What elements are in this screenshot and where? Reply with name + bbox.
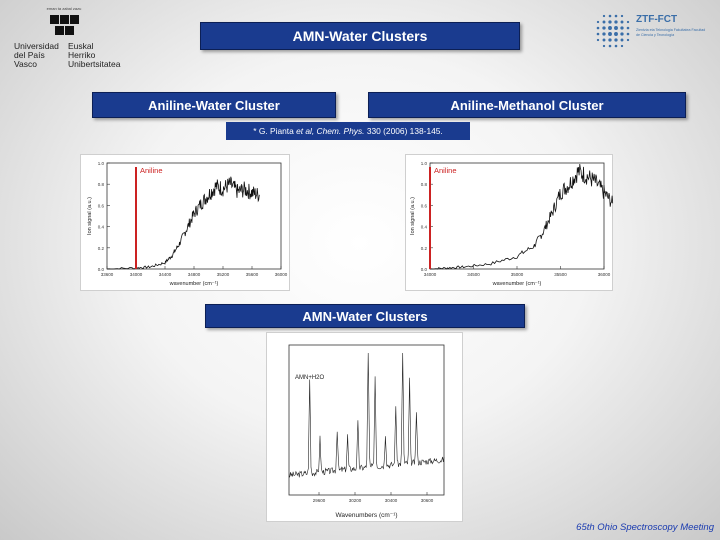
logo-text-eu: Euskal Herriko Unibertsitatea bbox=[68, 41, 121, 69]
aniline-methanol-plot: 0.0 0.2 0.4 0.6 0.8 1.0 34000 34500 35000 35500 36… bbox=[405, 154, 614, 291]
right-heading: Aniline-Methanol Cluster bbox=[368, 92, 686, 118]
x-tick-label: 33600 bbox=[101, 272, 114, 277]
logo-motto: eman ta zabal zazu bbox=[46, 6, 82, 11]
left-heading: Aniline-Water Cluster bbox=[92, 92, 336, 118]
aniline-annotation: Aniline bbox=[140, 166, 163, 175]
x-tick-label: 30400 bbox=[385, 498, 398, 503]
x-tick-label: 30200 bbox=[349, 498, 362, 503]
plot-frame bbox=[288, 344, 445, 496]
reference-suffix: 330 (2006) 138-145. bbox=[364, 126, 443, 136]
x-tick-label: 35600 bbox=[246, 272, 259, 277]
reference-journal: et al, Chem. Phys. bbox=[296, 126, 365, 136]
y-axis-label: Ion signal (a.u.) bbox=[410, 197, 416, 235]
reference-citation: * G. Pianta et al, Chem. Phys. 330 (2006… bbox=[226, 122, 470, 140]
ztf-subtitle: Zientzia eta Teknologia Fakultatea Facul… bbox=[636, 28, 706, 37]
y-tick-label: 0.6 bbox=[421, 203, 428, 208]
footer-text: 65th Ohio Spectroscopy Meeting bbox=[576, 522, 714, 533]
aniline-methanol-chart: 0.0 0.2 0.4 0.6 0.8 1.0 34000 34500 35000 35500 36… bbox=[410, 161, 614, 287]
x-tick-label: 35000 bbox=[511, 272, 524, 277]
y-tick-label: 1.0 bbox=[421, 161, 428, 166]
y-tick-label: 0.8 bbox=[421, 182, 428, 187]
spectrum-line bbox=[429, 163, 614, 270]
x-tick-label: 36000 bbox=[598, 272, 611, 277]
y-tick-label: 0.0 bbox=[98, 267, 105, 272]
amn-heading: AMN-Water Clusters bbox=[205, 304, 525, 328]
ztf-name: ZTF-FCT bbox=[636, 14, 678, 25]
x-axis-label: wavenumber (cm⁻¹) bbox=[169, 281, 219, 287]
x-axis-label: Wavenumbers (cm⁻¹) bbox=[335, 512, 397, 519]
amn-water-plot: AMN+H2O 29600 30200 30400 30600 Wavenumbers (… bbox=[266, 332, 463, 522]
amn-water-chart: AMN+H2O 29600 30200 30400 30600 Wavenumbers (… bbox=[288, 344, 445, 519]
x-axis-label: wavenumber (cm⁻¹) bbox=[492, 281, 542, 287]
y-tick-label: 0.2 bbox=[98, 246, 105, 251]
upv-ehu-logo-icon bbox=[50, 15, 79, 35]
plot-frame bbox=[429, 162, 605, 270]
upv-ehu-logo: eman ta zabal zazu Universidad del País … bbox=[14, 6, 120, 69]
y-tick-label: 0.6 bbox=[98, 203, 105, 208]
y-tick-label: 0.2 bbox=[421, 246, 428, 251]
y-tick-label: 1.0 bbox=[98, 161, 105, 166]
slide-title: AMN-Water Clusters bbox=[200, 22, 520, 50]
x-tick-label: 35200 bbox=[217, 272, 230, 277]
y-tick-label: 0.8 bbox=[98, 182, 105, 187]
x-tick-label: 30600 bbox=[421, 498, 434, 503]
aniline-water-plot: 0.0 0.2 0.4 0.6 0.8 1.0 33600 34000 34400 34800 35… bbox=[80, 154, 290, 291]
plot-frame bbox=[106, 162, 282, 270]
x-tick-label: 34000 bbox=[424, 272, 437, 277]
x-tick-label: 35500 bbox=[554, 272, 567, 277]
ztf-fct-logo-icon bbox=[596, 14, 630, 48]
ztf-fct-logo: ZTF-FCT Zientzia eta Teknologia Fakultat… bbox=[594, 12, 710, 52]
reference-prefix: * G. Pianta bbox=[253, 126, 297, 136]
amn-annotation: AMN+H2O bbox=[295, 375, 325, 381]
x-tick-label: 34000 bbox=[130, 272, 143, 277]
x-tick-label: 36000 bbox=[275, 272, 288, 277]
x-tick-label: 34800 bbox=[188, 272, 201, 277]
logo-text-es: Universidad del País Vasco bbox=[14, 41, 59, 69]
y-axis-label: Ion signal (a.u.) bbox=[87, 197, 93, 235]
y-tick-label: 0.4 bbox=[421, 225, 428, 230]
x-tick-label: 34500 bbox=[467, 272, 480, 277]
y-tick-label: 0.0 bbox=[421, 267, 428, 272]
aniline-annotation: Aniline bbox=[434, 166, 457, 175]
aniline-water-chart: 0.0 0.2 0.4 0.6 0.8 1.0 33600 34000 34400 34800 35… bbox=[87, 161, 288, 287]
x-tick-label: 29600 bbox=[313, 498, 326, 503]
spectrum-line bbox=[288, 352, 445, 478]
x-tick-label: 34400 bbox=[159, 272, 172, 277]
spectrum-line bbox=[106, 176, 260, 270]
y-tick-label: 0.4 bbox=[98, 225, 105, 230]
